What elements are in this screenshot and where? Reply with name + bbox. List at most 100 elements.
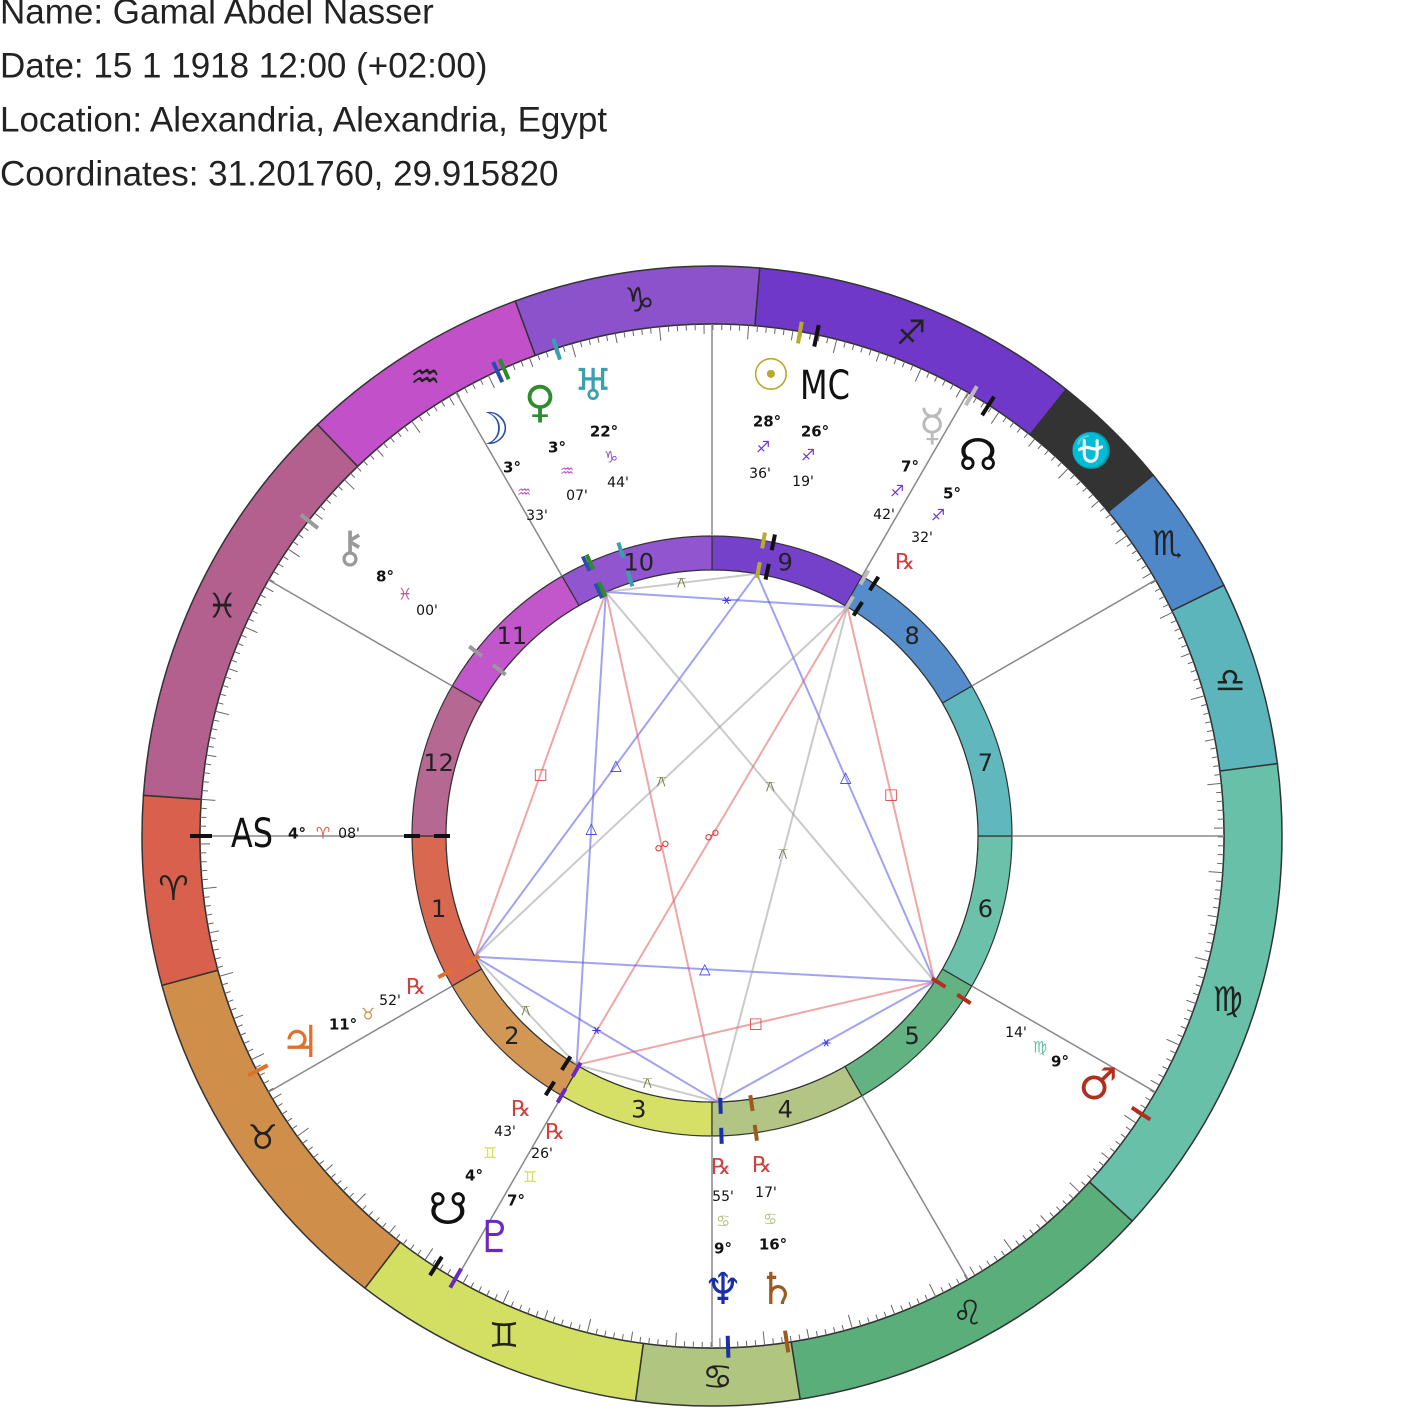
aspect-line: [576, 1063, 719, 1103]
aspect-symbol: ⚻: [778, 845, 788, 863]
degree-tick: [456, 391, 461, 398]
point-degree: 26°: [801, 423, 829, 441]
degree-tick: [612, 1332, 616, 1339]
house-number: 1: [431, 895, 446, 923]
degree-tick: [1210, 924, 1217, 927]
degree-tick: [222, 684, 229, 688]
degree-tick: [841, 1324, 845, 1331]
degree-tick: [1181, 644, 1188, 648]
point-tick: [858, 569, 871, 586]
degree-tick: [441, 401, 446, 407]
point-glyph: ♄: [757, 1264, 796, 1315]
point-tick: [593, 582, 604, 600]
degree-tick: [204, 905, 211, 907]
aspect-symbol: △: [585, 819, 597, 837]
degree-tick: [439, 1264, 444, 1270]
point-glyph: ☽: [470, 404, 509, 455]
point-tick: [428, 1255, 444, 1277]
degree-tick: [237, 642, 244, 647]
house-number: 7: [978, 749, 993, 777]
point-minute: 55': [712, 1189, 734, 1205]
aspect-symbol: ☍: [654, 837, 669, 855]
degree-tick: [806, 1328, 810, 1339]
house-number: 6: [978, 895, 993, 923]
aspect-line: [717, 606, 849, 1103]
sign-glyph: ♎: [1215, 661, 1245, 701]
degree-tick: [447, 1269, 452, 1275]
degree-tick: [281, 1110, 288, 1115]
point-degree: 4°: [288, 825, 306, 843]
degree-tick: [1216, 791, 1223, 794]
sign-glyph: ♈: [158, 869, 188, 909]
point-glyph: ♃: [280, 1017, 319, 1068]
degree-tick: [1142, 572, 1152, 579]
degree-tick: [1215, 880, 1223, 883]
degree-tick: [890, 1304, 896, 1315]
aspect-line: [604, 591, 720, 1103]
degree-tick: [1136, 557, 1143, 562]
degree-tick: [1124, 1114, 1137, 1124]
degree-tick: [963, 1274, 968, 1281]
degree-tick: [543, 1310, 549, 1320]
degree-tick: [1022, 1234, 1027, 1241]
degree-tick: [1003, 1239, 1013, 1252]
degree-tick: [248, 618, 254, 622]
degree-tick: [231, 659, 237, 663]
degree-tick: [210, 939, 217, 943]
degree-tick: [772, 1338, 775, 1345]
house-cusp-line: [455, 1095, 563, 1280]
degree-tick: [1192, 992, 1199, 996]
point-glyph: AS: [231, 809, 273, 856]
degree-tick: [219, 971, 234, 977]
degree-tick: [1062, 1200, 1068, 1206]
degree-tick: [324, 1164, 333, 1172]
degree-tick: [215, 710, 230, 716]
point-tick: [760, 532, 767, 549]
degree-tick: [202, 886, 217, 890]
degree-tick: [336, 1180, 342, 1185]
degree-tick: [929, 1283, 937, 1297]
degree-tick: [926, 372, 930, 378]
degree-tick: [361, 1205, 367, 1211]
point-degree: 3°: [503, 459, 521, 477]
degree-tick: [1215, 889, 1222, 891]
degree-tick: [1037, 444, 1043, 450]
degree-tick: [201, 878, 208, 881]
point-sign: ♊: [523, 1168, 537, 1187]
point-tick: [625, 570, 635, 588]
degree-tick: [1214, 898, 1221, 900]
degree-tick: [1158, 595, 1165, 600]
degree-tick: [605, 334, 609, 341]
point-tick: [763, 563, 771, 580]
degree-tick: [426, 410, 431, 417]
point-glyph: ⚷: [334, 522, 366, 573]
degree-tick: [211, 728, 218, 731]
degree-tick: [201, 798, 216, 801]
degree-tick: [545, 351, 549, 358]
degree-tick: [993, 1255, 998, 1262]
degree-tick: [433, 405, 438, 412]
degree-tick: [762, 1331, 766, 1346]
degree-tick: [395, 1233, 401, 1240]
degree-tick: [1207, 729, 1214, 733]
degree-tick: [1140, 1104, 1146, 1109]
point-tick: [851, 600, 864, 617]
point-tick: [812, 324, 821, 347]
degree-tick: [774, 327, 776, 334]
point-tick: [843, 595, 855, 612]
point-tick: [468, 644, 484, 658]
degree-tick: [1057, 461, 1063, 467]
degree-tick: [858, 1320, 862, 1327]
degree-tick: [632, 330, 635, 337]
point-tick: [795, 321, 804, 344]
degree-tick: [206, 913, 213, 916]
degree-tick: [330, 1173, 336, 1179]
degree-tick: [1029, 1229, 1034, 1235]
point-tick: [725, 1335, 731, 1358]
degree-tick: [520, 360, 524, 367]
degree-tick: [267, 1087, 274, 1092]
degree-tick: [263, 1080, 270, 1084]
degree-tick: [1200, 703, 1207, 707]
point-minute: 33': [526, 508, 548, 524]
degree-tick: [448, 396, 455, 406]
